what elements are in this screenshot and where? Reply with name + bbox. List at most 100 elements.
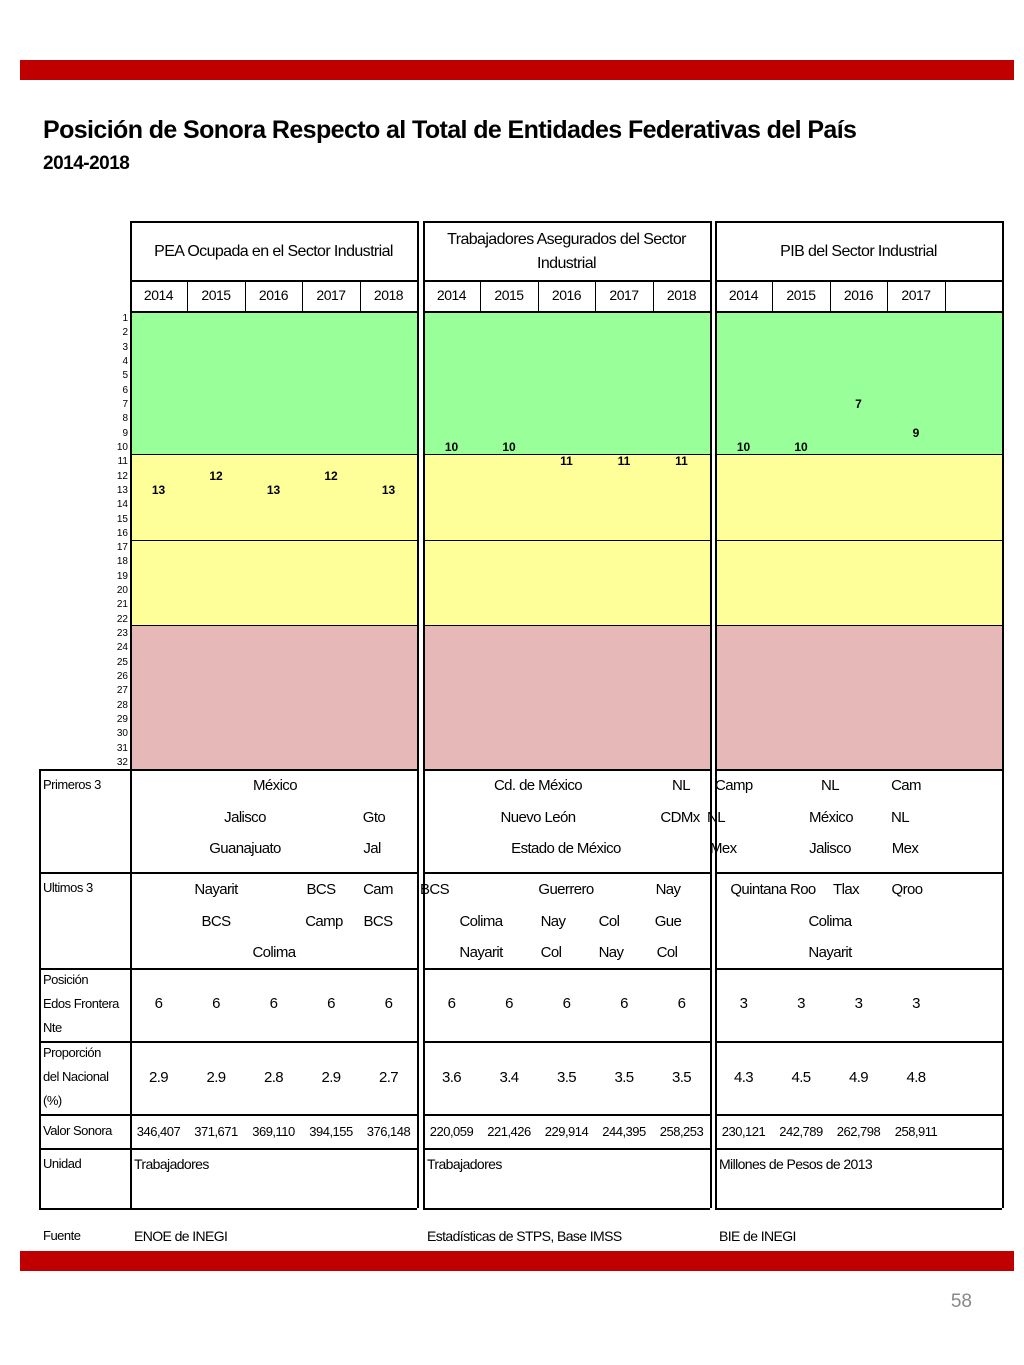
frontera-value: 3 bbox=[912, 995, 920, 1012]
ultimos-entry: Colima bbox=[459, 912, 503, 930]
ultimos-entry: Cam bbox=[363, 881, 393, 898]
valor-value: 221,426 bbox=[487, 1124, 531, 1139]
row-label-valor: Valor Sonora bbox=[43, 1123, 112, 1138]
grid-line bbox=[423, 221, 710, 223]
rank-tick: 3 bbox=[122, 341, 128, 353]
ultimos-entry: Col bbox=[656, 944, 678, 961]
rank-value: 13 bbox=[266, 482, 281, 497]
year-label: 2014 bbox=[143, 287, 174, 303]
grid-line bbox=[130, 769, 417, 771]
primeros-entry: Gto bbox=[362, 808, 386, 826]
rank-tick: 2 bbox=[122, 327, 128, 339]
valor-value: 220,059 bbox=[429, 1124, 474, 1139]
grid-line bbox=[130, 968, 417, 970]
rank-value: 10 bbox=[444, 439, 459, 454]
valor-value: 376,148 bbox=[366, 1124, 411, 1139]
bottom-red-bar bbox=[20, 1251, 1014, 1271]
grid-line bbox=[715, 872, 1002, 874]
band-red bbox=[715, 625, 1002, 769]
frontera-value: 3 bbox=[797, 995, 805, 1012]
year-label: 2018 bbox=[373, 287, 404, 303]
grid-line bbox=[245, 280, 247, 311]
rank-tick: 13 bbox=[116, 484, 128, 496]
valor-value: 262,798 bbox=[836, 1124, 881, 1139]
ultimos-entry: Guerrero bbox=[538, 881, 594, 898]
frontera-value: 6 bbox=[269, 995, 278, 1012]
grid-line bbox=[423, 1114, 710, 1116]
proporcion-value: 2.9 bbox=[321, 1069, 341, 1086]
ultimos-entry: Nayarit bbox=[194, 881, 238, 898]
frontera-value: 6 bbox=[505, 995, 513, 1012]
proporcion-value: 3.4 bbox=[499, 1069, 519, 1086]
rank-tick: 26 bbox=[116, 670, 128, 682]
valor-value: 394,155 bbox=[309, 1124, 353, 1139]
grid-line bbox=[1002, 221, 1004, 1208]
primeros-entry: NL bbox=[707, 808, 726, 826]
rank-tick: 21 bbox=[116, 599, 128, 611]
grid-line bbox=[39, 872, 130, 874]
rank-value: 7 bbox=[855, 397, 862, 412]
year-label: 2015 bbox=[786, 287, 816, 303]
primeros-entry: Jal bbox=[363, 840, 381, 857]
fuente-value: ENOE de INEGI bbox=[134, 1228, 228, 1244]
band-yellow bbox=[715, 540, 1002, 626]
rank-tick: 14 bbox=[116, 499, 128, 511]
rank-tick: 12 bbox=[116, 470, 128, 482]
band-yellow bbox=[715, 454, 1002, 540]
proporcion-value: 3.5 bbox=[614, 1069, 634, 1086]
ultimos-entry: Nayarit bbox=[459, 944, 503, 961]
grid-line bbox=[417, 221, 419, 1208]
rank-tick: 11 bbox=[117, 456, 128, 468]
valor-value: 258,911 bbox=[894, 1124, 938, 1139]
year-label: 2016 bbox=[843, 287, 874, 303]
band-red bbox=[130, 625, 417, 769]
band-separator bbox=[715, 539, 1002, 541]
row-label-unidad: Unidad bbox=[43, 1156, 82, 1171]
grid-line bbox=[423, 769, 710, 771]
band-yellow bbox=[423, 540, 710, 626]
grid-line bbox=[715, 311, 1002, 313]
grid-line bbox=[130, 311, 417, 313]
ultimos-entry: BCS bbox=[363, 912, 393, 930]
frontera-value: 3 bbox=[854, 995, 863, 1012]
ultimos-entry: Quintana Roo bbox=[730, 881, 816, 898]
row-label-ultimos: Ultimos 3 bbox=[43, 880, 93, 895]
ultimos-entry: BCS bbox=[306, 881, 336, 898]
primeros-entry: Nuevo León bbox=[500, 808, 577, 826]
primeros-entry: México bbox=[253, 777, 298, 794]
valor-value: 346,407 bbox=[136, 1124, 181, 1139]
grid-line bbox=[423, 968, 710, 970]
rank-tick: 19 bbox=[116, 570, 128, 582]
frontera-value: 6 bbox=[154, 995, 163, 1012]
ultimos-entry: Nay bbox=[655, 881, 681, 898]
rank-tick: 25 bbox=[116, 656, 128, 668]
frontera-value: 6 bbox=[620, 995, 628, 1012]
ultimos-entry: Nay bbox=[540, 912, 566, 930]
grid-line bbox=[653, 280, 655, 311]
band-separator bbox=[130, 453, 417, 455]
grid-line bbox=[538, 280, 540, 311]
page-subtitle: 2014-2018 bbox=[43, 153, 130, 174]
grid-line bbox=[417, 280, 419, 311]
rank-value: 12 bbox=[324, 468, 338, 483]
year-label: 2017 bbox=[609, 287, 639, 303]
primeros-entry: Jalisco bbox=[224, 808, 266, 826]
rank-tick: 28 bbox=[116, 699, 128, 711]
primeros-entry: Guanajuato bbox=[209, 840, 281, 857]
grid-line bbox=[130, 280, 417, 282]
grid-line bbox=[830, 280, 832, 311]
row-label-proporcion: (%) bbox=[43, 1093, 62, 1108]
frontera-value: 6 bbox=[384, 995, 393, 1012]
grid-line bbox=[887, 280, 889, 311]
grid-line bbox=[423, 221, 425, 1208]
rank-tick: 16 bbox=[116, 527, 128, 539]
ultimos-entry: BCS bbox=[420, 881, 450, 898]
rank-value: 10 bbox=[502, 439, 516, 454]
proporcion-value: 2.9 bbox=[206, 1069, 226, 1086]
grid-line bbox=[39, 968, 130, 970]
valor-value: 229,914 bbox=[544, 1124, 589, 1139]
ultimos-entry: Colima bbox=[808, 912, 852, 930]
rank-value: 9 bbox=[912, 425, 920, 440]
primeros-entry: Camp bbox=[715, 777, 753, 794]
rank-value: 12 bbox=[209, 468, 223, 483]
